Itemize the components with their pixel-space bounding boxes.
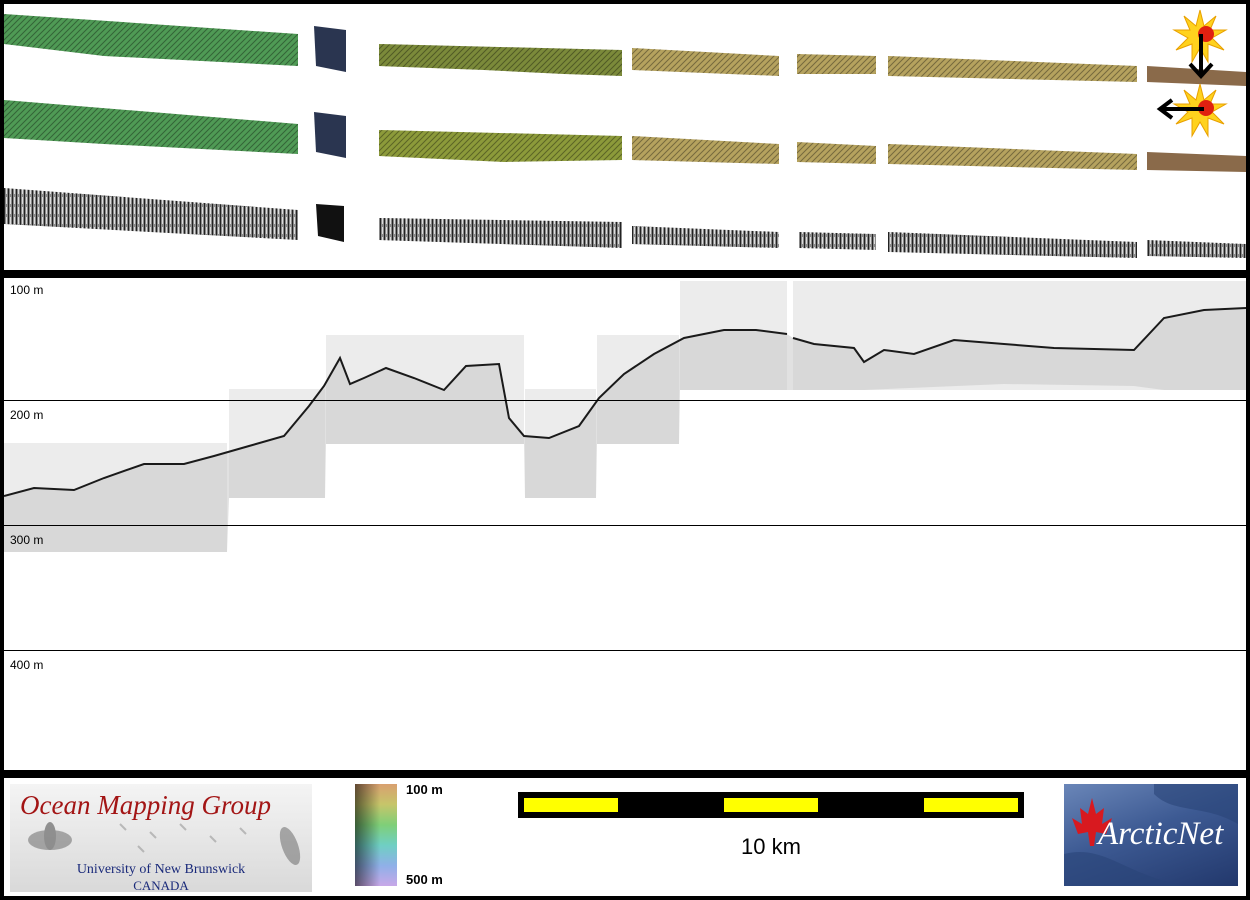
seabed-line xyxy=(4,329,788,497)
scale-bar-label: 10 km xyxy=(741,834,801,859)
scale-bar xyxy=(518,792,1024,818)
swath-strips-panel xyxy=(4,4,1246,270)
scale-segment xyxy=(924,798,1018,812)
seabed-line xyxy=(792,307,1246,364)
omg-title: Ocean Mapping Group xyxy=(20,790,271,820)
depth-gridline xyxy=(4,650,1246,651)
depth-label-200: 200 m xyxy=(10,408,44,422)
depth-gridline xyxy=(4,525,1246,526)
arcticnet-text: ArcticNet xyxy=(1098,816,1224,852)
depth-gridline xyxy=(4,400,1246,401)
sidescan-sonar-icon xyxy=(28,822,301,865)
colorbar-top-label: 100 m xyxy=(406,782,443,797)
maple-leaf-icon xyxy=(1064,784,1238,886)
depth-label-400: 400 m xyxy=(10,658,44,672)
depth-colorbar xyxy=(355,784,397,886)
arrow-left-icon xyxy=(1156,98,1204,120)
depth-label-100: 100 m xyxy=(10,283,44,297)
echogram-profile xyxy=(4,281,1246,552)
depth-profile-panel: 100 m 200 m 300 m 400 m xyxy=(4,278,1246,770)
relief-row-east xyxy=(4,100,1246,172)
ocean-mapping-group-logo: Ocean Mapping Group University of New Br… xyxy=(10,784,312,892)
backscatter-row xyxy=(4,188,1246,258)
omg-country: CANADA xyxy=(133,878,189,892)
relief-row-north xyxy=(4,14,1246,86)
omg-university: University of New Brunswick xyxy=(76,862,246,877)
arcticnet-logo: ArcticNet xyxy=(1064,784,1238,886)
depth-label-300: 300 m xyxy=(10,533,44,547)
footer-panel: Ocean Mapping Group University of New Br… xyxy=(4,778,1246,896)
scale-segment xyxy=(524,798,618,812)
arrow-down-icon xyxy=(1186,34,1216,82)
scale-segment xyxy=(724,798,818,812)
colorbar-bottom-label: 500 m xyxy=(406,872,443,887)
swath-strips xyxy=(4,14,1246,258)
